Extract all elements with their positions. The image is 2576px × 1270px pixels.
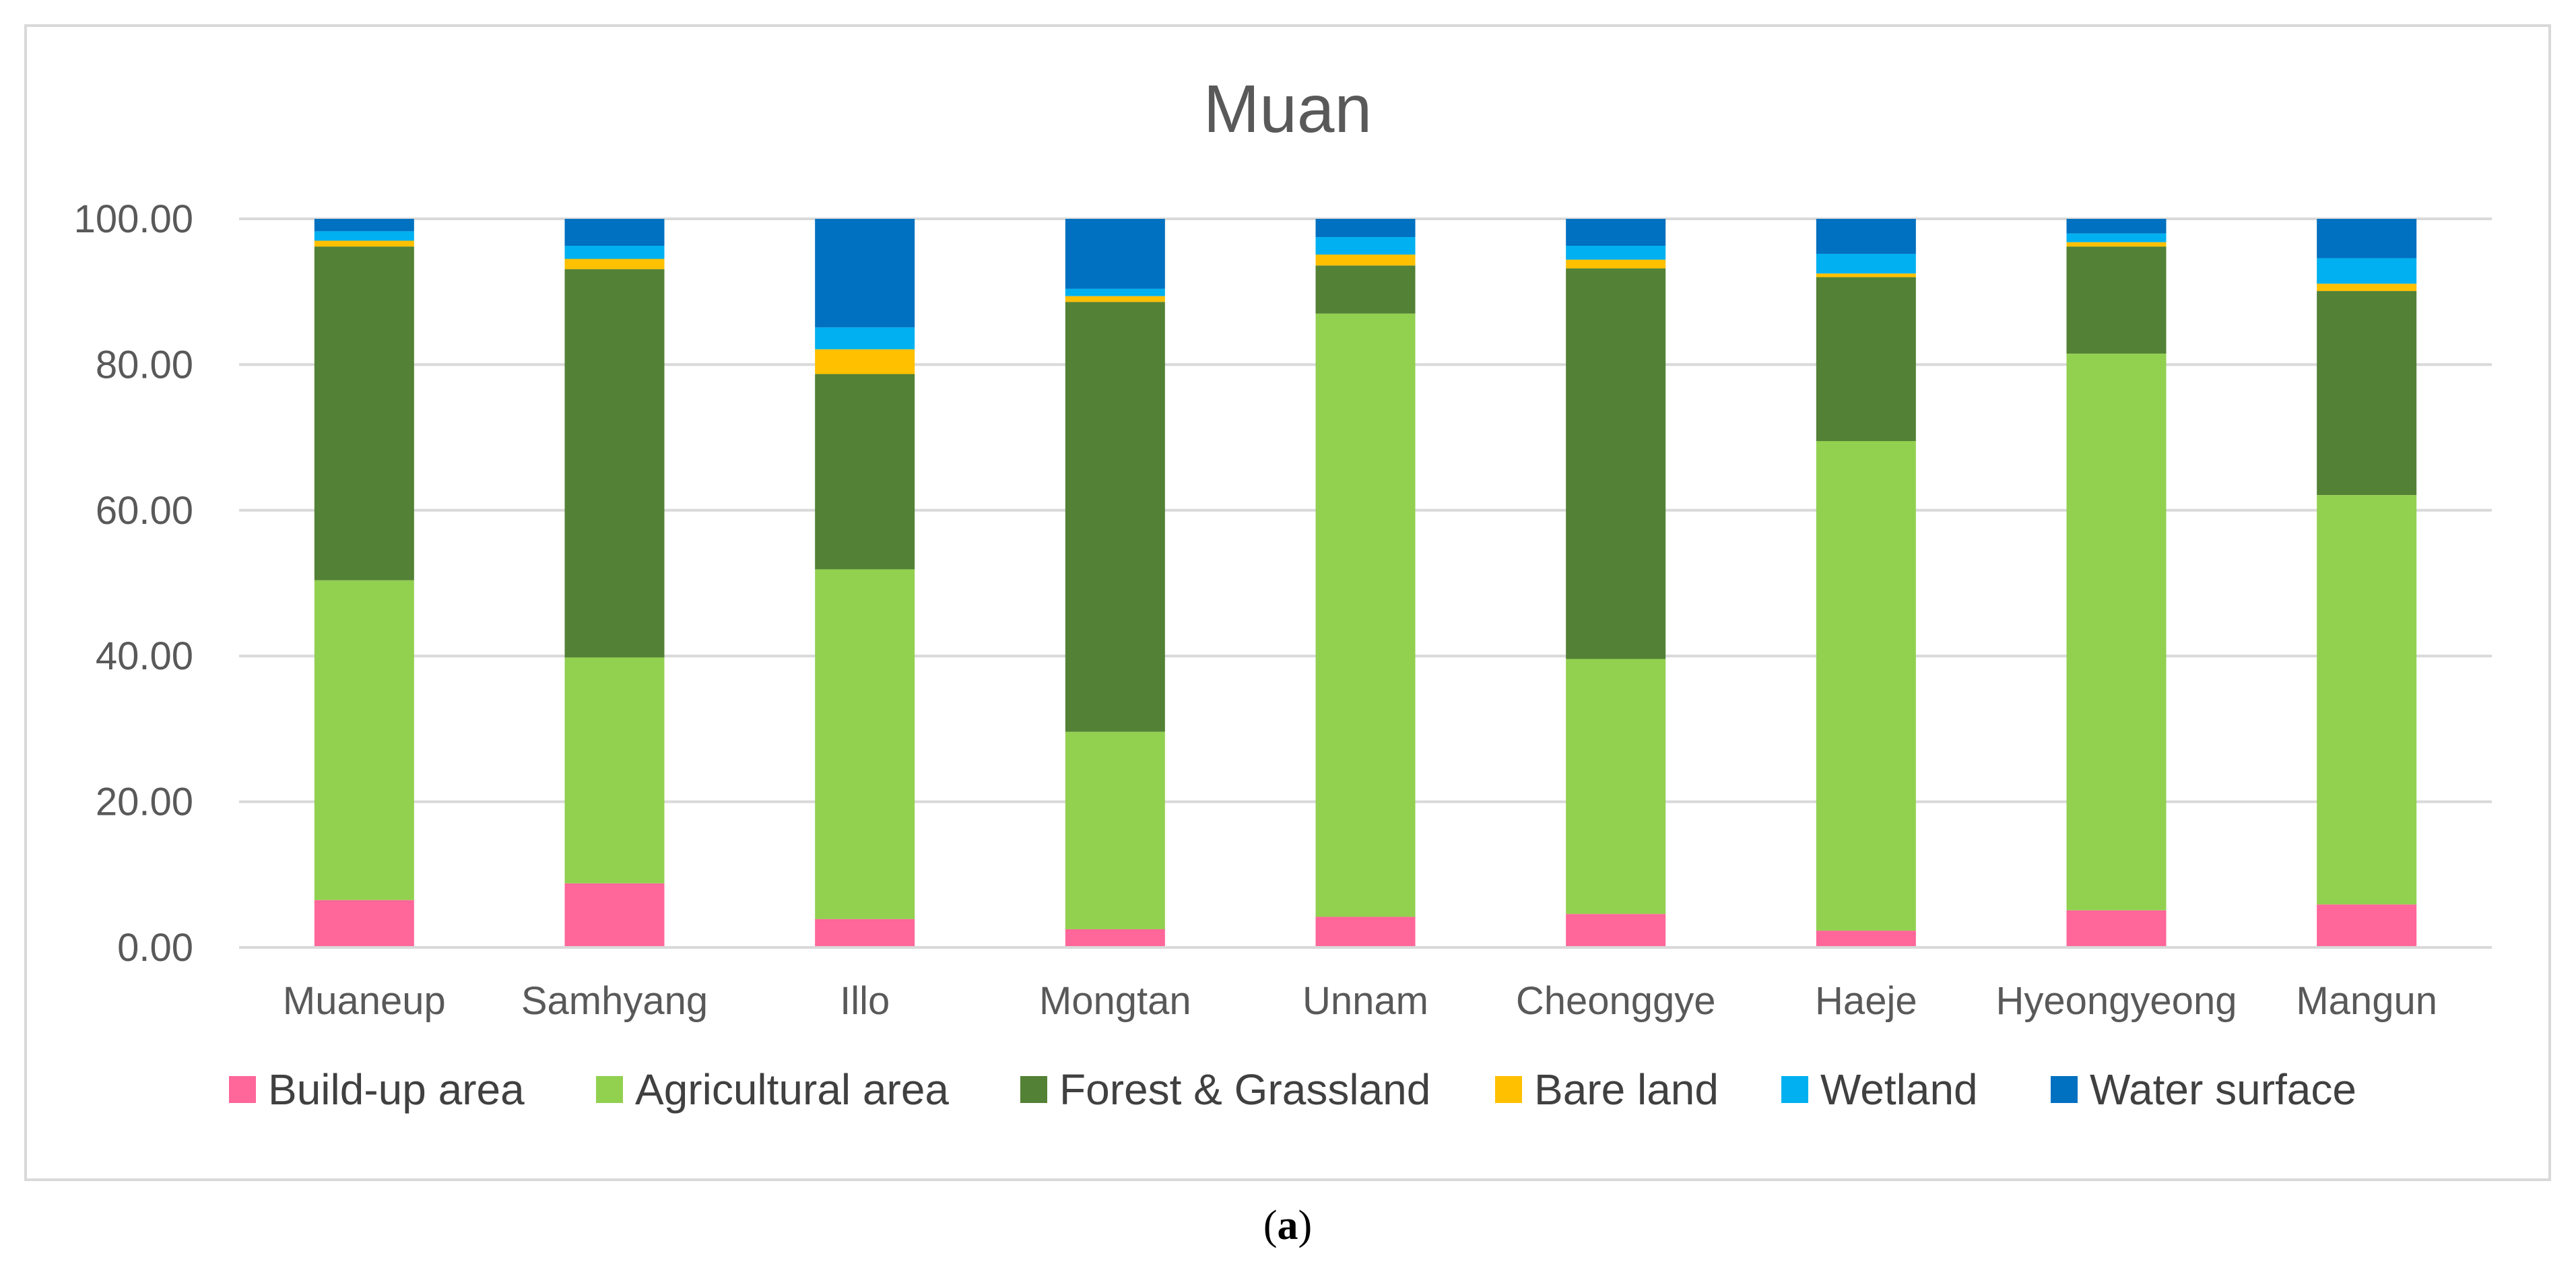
bars (239, 219, 2492, 949)
bar-forest-grassland (2066, 246, 2167, 354)
bar-agricultural-area (2066, 354, 2167, 910)
bar-agricultural-area (1566, 659, 1666, 914)
caption-open: ( (1263, 1203, 1278, 1248)
y-tick-label: 0.00 (117, 926, 193, 970)
y-axis-ticks: 0.00 20.00 40.00 60.00 80.00 100.00 (74, 197, 193, 970)
legend-swatch (229, 1076, 256, 1103)
bar-wetland (1566, 246, 1666, 260)
bar-agricultural-area (2317, 495, 2417, 905)
legend-label: Water surface (2090, 1065, 2356, 1114)
bar-build-up-area (815, 918, 915, 947)
bar-bare-land (1315, 255, 1416, 266)
legend-label: Agricultural area (635, 1065, 949, 1114)
y-tick-label: 40.00 (96, 634, 193, 678)
y-tick-label: 60.00 (96, 489, 193, 533)
bar-agricultural-area (564, 657, 665, 883)
bar-agricultural-area (314, 580, 414, 900)
chart-title: Muan (1203, 71, 1372, 147)
x-tick-label: Haeje (1815, 979, 1917, 1023)
bar-water-surface (815, 219, 915, 328)
bar-wetland (314, 231, 414, 241)
bar-bare-land (2066, 242, 2167, 247)
bar-wetland (815, 327, 915, 349)
y-tick-label: 20.00 (96, 780, 193, 824)
bar-wetland (2066, 233, 2167, 242)
bar-water-surface (314, 219, 414, 232)
caption-letter: a (1278, 1203, 1298, 1248)
bar-agricultural-area (1315, 313, 1416, 917)
y-tick-label: 100.00 (74, 197, 193, 241)
bar-build-up-area (2066, 910, 2167, 947)
bar-build-up-area (2317, 904, 2417, 947)
bar-build-up-area (1566, 914, 1666, 947)
bar-agricultural-area (1816, 441, 1916, 931)
bar-water-surface (1566, 219, 1666, 246)
bar-bare-land (1816, 273, 1916, 277)
bar-forest-grassland (2317, 291, 2417, 496)
x-tick-label: Unnam (1302, 979, 1428, 1023)
bar-water-surface (2066, 219, 2167, 234)
bar-water-surface (2317, 219, 2417, 259)
legend-swatch (596, 1076, 623, 1103)
bar-water-surface (564, 219, 665, 246)
bar-forest-grassland (1065, 302, 1165, 732)
bar-build-up-area (1065, 929, 1165, 947)
x-axis-ticks: Muaneup Samhyang Illo Mongtan Unnam Cheonggye… (283, 979, 2437, 1023)
bar-bare-land (564, 259, 665, 269)
bar-wetland (2317, 258, 2417, 284)
legend-label: Forest & Grassland (1059, 1065, 1430, 1114)
x-tick-label: Samhyang (521, 979, 708, 1023)
bar-wetland (1315, 237, 1416, 255)
x-tick-label: Cheonggye (1516, 979, 1716, 1023)
bar-wetland (564, 246, 665, 259)
bar-agricultural-area (1065, 731, 1165, 929)
bar-water-surface (1315, 219, 1416, 238)
bar-wetland (1816, 253, 1916, 274)
figure-caption: (a) (1263, 1203, 1312, 1248)
legend-swatch (2051, 1076, 2078, 1103)
bar-build-up-area (1315, 916, 1416, 947)
bar-water-surface (1065, 219, 1165, 289)
y-tick-label: 80.00 (96, 343, 193, 387)
x-tick-label: Mangun (2296, 979, 2437, 1023)
bar-bare-land (1065, 296, 1165, 302)
bar-bare-land (2317, 283, 2417, 292)
bar-build-up-area (1816, 931, 1916, 947)
bar-forest-grassland (815, 374, 915, 570)
bar-forest-grassland (1566, 268, 1666, 659)
bar-agricultural-area (815, 569, 915, 919)
bar-build-up-area (314, 900, 414, 947)
legend-swatch (1495, 1076, 1522, 1103)
legend-swatch (1020, 1076, 1047, 1103)
x-tick-label: Mongtan (1039, 979, 1191, 1023)
legend-label: Bare land (1534, 1065, 1719, 1114)
bar-forest-grassland (1315, 265, 1416, 314)
x-tick-label: Hyeongyeong (1996, 979, 2237, 1023)
bar-water-surface (1816, 219, 1916, 254)
bar-build-up-area (564, 883, 665, 947)
x-tick-label: Muaneup (283, 979, 446, 1023)
legend: Build-up area Agricultural area Forest & G… (229, 1065, 2356, 1114)
bar-forest-grassland (564, 269, 665, 658)
bar-wetland (1065, 288, 1165, 296)
caption-close: ) (1298, 1203, 1313, 1248)
bar-forest-grassland (1816, 277, 1916, 442)
bar-bare-land (1566, 259, 1666, 269)
bar-forest-grassland (314, 246, 414, 580)
legend-label: Build-up area (268, 1065, 525, 1114)
bar-bare-land (815, 349, 915, 374)
bar-bare-land (314, 240, 414, 247)
legend-swatch (1781, 1076, 1808, 1103)
legend-label: Wetland (1820, 1065, 1978, 1114)
x-tick-label: Illo (840, 979, 890, 1023)
